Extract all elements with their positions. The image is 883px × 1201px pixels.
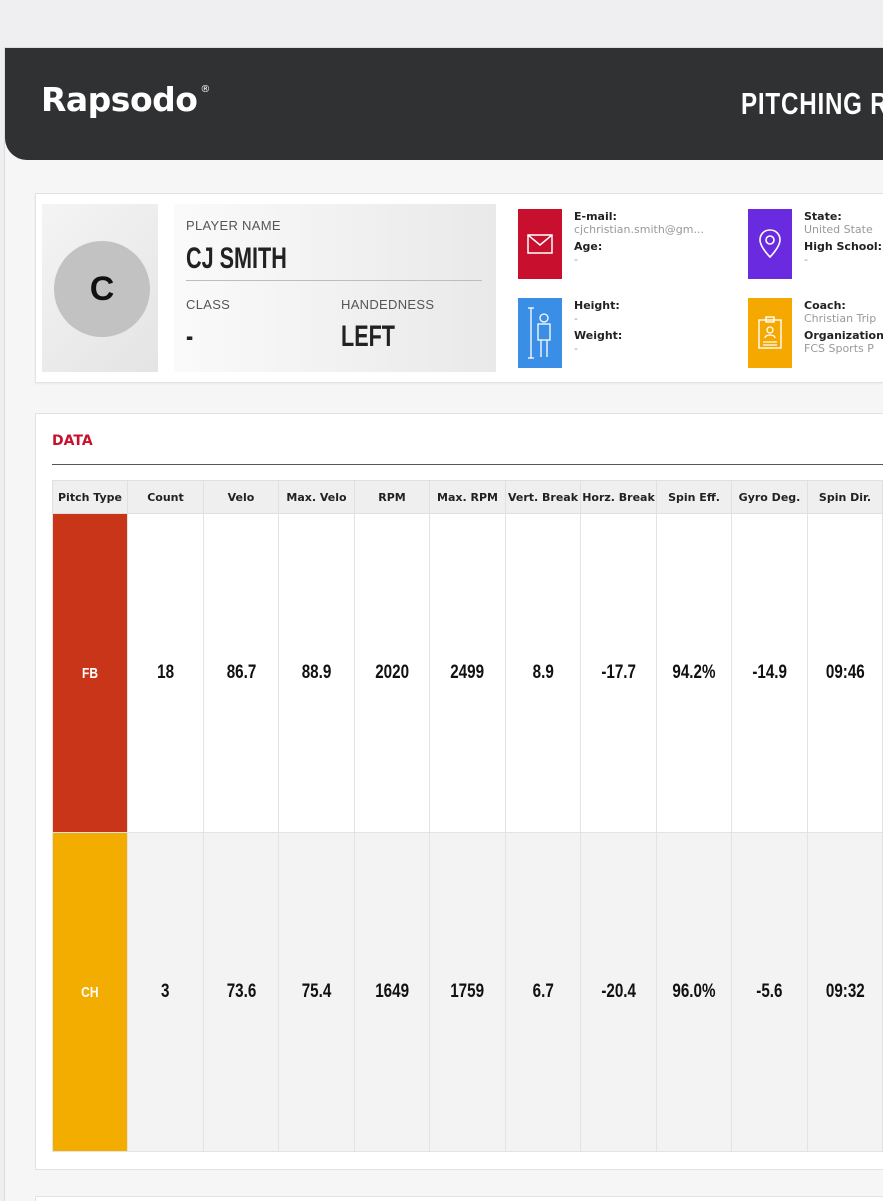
- pitch-data-table: Pitch Type Count Velo Max. Velo RPM Max.…: [52, 480, 883, 1152]
- class-label: CLASS: [186, 297, 231, 312]
- mail-icon: [518, 209, 562, 279]
- weight-value: -: [574, 342, 578, 355]
- velo-cell: 86.7: [203, 513, 279, 833]
- body-tile: Height: - Weight: -: [518, 295, 742, 371]
- column-header: Pitch Type: [52, 480, 128, 514]
- handedness-value: LEFT: [341, 320, 395, 353]
- contact-fields: E-mail: cjchristian.smith@gm... Age: -: [574, 210, 744, 270]
- rapsodo-logo: Rapsodo ®: [41, 80, 210, 119]
- column-header: RPM: [354, 480, 430, 514]
- location-tile: State: United State High School: -: [748, 206, 883, 282]
- weight-label: Weight:: [574, 329, 623, 342]
- spin-eff-cell: 96.0%: [656, 832, 732, 1152]
- coach-tile: Coach: Christian Trip Organization FCS S…: [748, 295, 883, 371]
- gyro-deg-cell: -14.9: [731, 513, 808, 833]
- contact-tile: E-mail: cjchristian.smith@gm... Age: -: [518, 206, 742, 282]
- divider: [186, 280, 482, 281]
- spin-dir-cell: 09:46: [807, 513, 883, 833]
- age-value: -: [574, 253, 578, 266]
- player-name: CJ SMITH: [186, 242, 287, 275]
- column-header: Velo: [203, 480, 279, 514]
- organization-label: Organization: [804, 329, 883, 342]
- state-label: State:: [804, 210, 842, 223]
- column-header: Horz. Break: [580, 480, 657, 514]
- logo-text: Rapsodo: [41, 80, 198, 119]
- logo-registered-mark: ®: [200, 84, 210, 95]
- height-icon: [518, 298, 562, 368]
- class-value: -: [186, 320, 194, 353]
- id-badge-icon: [748, 298, 792, 368]
- state-value: United State: [804, 223, 873, 236]
- data-section: DATA Pitch Type Count Velo Max. Velo RPM…: [35, 413, 883, 1170]
- horz-break-cell: -20.4: [580, 832, 657, 1152]
- high-school-label: High School:: [804, 240, 883, 253]
- coach-value: Christian Trip: [804, 312, 877, 325]
- count-cell: 3: [127, 832, 204, 1152]
- column-header: Gyro Deg.: [731, 480, 808, 514]
- velo-cell: 73.6: [203, 832, 279, 1152]
- pitch-type-cell: CH: [52, 832, 128, 1152]
- vert-break-cell: 8.9: [505, 513, 581, 833]
- vert-break-cell: 6.7: [505, 832, 581, 1152]
- spin-eff-cell: 94.2%: [656, 513, 732, 833]
- handedness-label: HANDEDNESS: [341, 297, 435, 312]
- table-header-row: Pitch Type Count Velo Max. Velo RPM Max.…: [52, 480, 883, 514]
- avatar-panel: C: [42, 204, 158, 372]
- height-value: -: [574, 312, 578, 325]
- location-fields: State: United State High School: -: [804, 210, 883, 270]
- coach-label: Coach:: [804, 299, 846, 312]
- horz-break-cell: -17.7: [580, 513, 657, 833]
- rpm-cell: 2020: [354, 513, 430, 833]
- column-header: Max. Velo: [278, 480, 355, 514]
- data-section-title: DATA: [52, 433, 93, 449]
- avatar: C: [54, 241, 150, 337]
- gyro-deg-cell: -5.6: [731, 832, 808, 1152]
- column-header: Spin Eff.: [656, 480, 732, 514]
- height-label: Height:: [574, 299, 620, 312]
- email-value: cjchristian.smith@gm...: [574, 223, 704, 236]
- max-rpm-cell: 2499: [429, 513, 506, 833]
- column-header: Max. RPM: [429, 480, 506, 514]
- max-velo-cell: 88.9: [278, 513, 355, 833]
- body-fields: Height: - Weight: -: [574, 299, 744, 359]
- max-rpm-cell: 1759: [429, 832, 506, 1152]
- spin-dir-cell: 09:32: [807, 832, 883, 1152]
- high-school-value: -: [804, 253, 808, 266]
- player-name-label: PLAYER NAME: [186, 218, 281, 233]
- email-label: E-mail:: [574, 210, 617, 223]
- player-info-panel: PLAYER NAME CJ SMITH CLASS - HANDEDNESS …: [174, 204, 496, 372]
- pitch-type-cell: FB: [52, 513, 128, 833]
- column-header: Vert. Break: [505, 480, 581, 514]
- count-cell: 18: [127, 513, 204, 833]
- coach-fields: Coach: Christian Trip Organization FCS S…: [804, 299, 883, 359]
- next-section-edge: [35, 1196, 883, 1201]
- report-page: Rapsodo ® PITCHING R C PLAYER NAME CJ SM…: [4, 47, 883, 1201]
- player-profile-card: C PLAYER NAME CJ SMITH CLASS - HANDEDNES…: [35, 193, 883, 383]
- organization-value: FCS Sports P: [804, 342, 874, 355]
- max-velo-cell: 75.4: [278, 832, 355, 1152]
- table-row: FB 18 86.7 88.9 2020 2499 8.9 -17.7 94.2…: [52, 513, 883, 833]
- age-label: Age:: [574, 240, 603, 253]
- report-header: Rapsodo ® PITCHING R: [5, 48, 883, 160]
- column-header: Count: [127, 480, 204, 514]
- rpm-cell: 1649: [354, 832, 430, 1152]
- location-icon: [748, 209, 792, 279]
- column-header: Spin Dir.: [807, 480, 883, 514]
- report-title: PITCHING R: [741, 86, 883, 121]
- table-row: CH 3 73.6 75.4 1649 1759 6.7 -20.4 96.0%…: [52, 832, 883, 1152]
- divider: [52, 464, 883, 465]
